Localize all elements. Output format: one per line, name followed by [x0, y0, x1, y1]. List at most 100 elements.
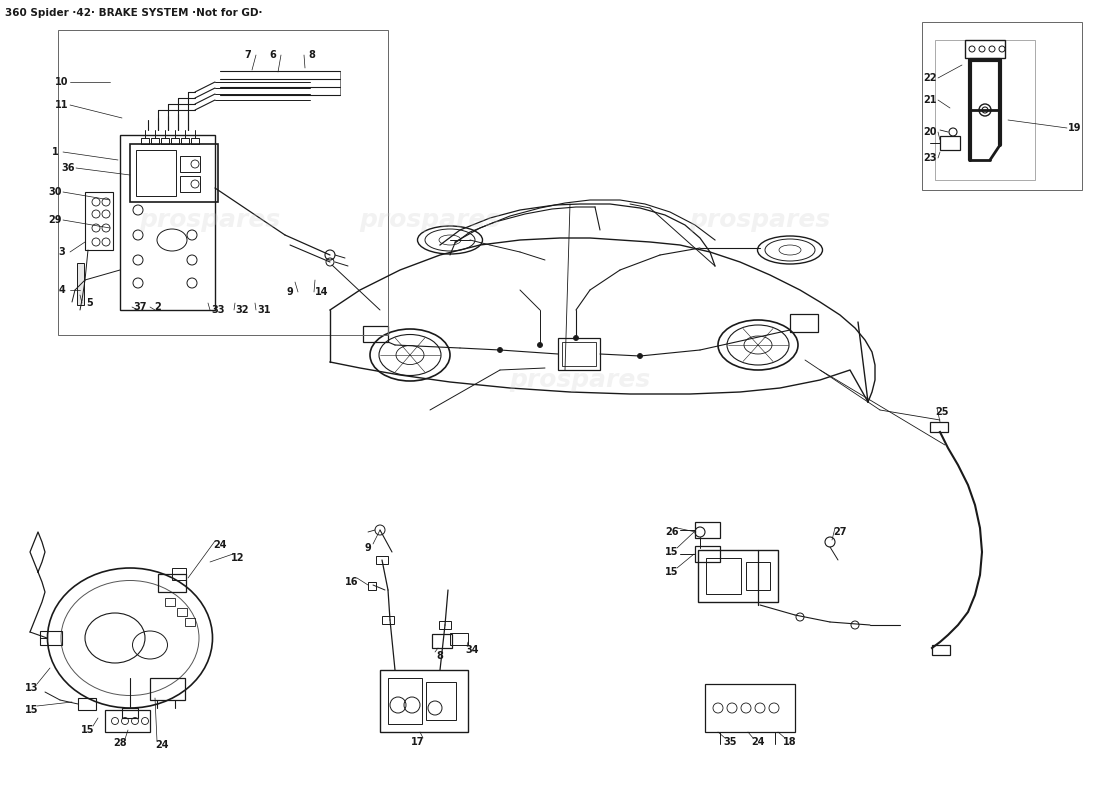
Text: 24: 24 — [155, 740, 168, 750]
Bar — [85, 192, 113, 250]
Bar — [77, 263, 84, 305]
Text: 22: 22 — [923, 73, 937, 83]
Text: 16: 16 — [345, 577, 359, 587]
Bar — [698, 550, 778, 602]
Text: 20: 20 — [923, 127, 937, 137]
Text: 3: 3 — [58, 247, 65, 257]
Text: 29: 29 — [48, 215, 62, 225]
Bar — [150, 678, 185, 700]
Bar — [705, 684, 795, 732]
Bar — [136, 150, 176, 196]
Bar — [432, 634, 452, 648]
Text: 4: 4 — [58, 285, 65, 295]
Text: 37: 37 — [133, 302, 146, 312]
Text: 19: 19 — [1068, 123, 1081, 133]
Text: 8: 8 — [437, 651, 443, 661]
Bar — [180, 176, 200, 192]
Bar — [172, 568, 186, 580]
Text: 14: 14 — [316, 287, 329, 297]
Text: 24: 24 — [751, 737, 764, 747]
Bar — [151, 138, 160, 144]
Text: 35: 35 — [724, 737, 737, 747]
Bar — [368, 582, 376, 590]
Text: 10: 10 — [55, 77, 68, 87]
Text: 9: 9 — [364, 543, 372, 553]
Text: 2: 2 — [155, 302, 162, 312]
Bar — [130, 144, 218, 202]
Bar — [695, 546, 721, 562]
Bar — [379, 670, 467, 732]
Bar — [450, 633, 468, 645]
Bar — [158, 574, 186, 592]
Circle shape — [638, 354, 642, 358]
Text: 26: 26 — [666, 527, 679, 537]
Bar — [78, 698, 96, 710]
Bar — [170, 138, 179, 144]
Bar — [104, 710, 150, 732]
Text: 32: 32 — [235, 305, 249, 315]
Text: 25: 25 — [935, 407, 948, 417]
Text: 15: 15 — [666, 567, 679, 577]
Bar — [935, 40, 1035, 180]
Text: 7: 7 — [244, 50, 252, 60]
Text: 11: 11 — [55, 100, 68, 110]
Text: 5: 5 — [87, 298, 94, 308]
Bar — [965, 40, 1005, 58]
Bar — [932, 645, 950, 655]
Text: 30: 30 — [48, 187, 62, 197]
Bar — [40, 631, 62, 645]
Text: 17: 17 — [411, 737, 425, 747]
Text: 360 Spider ·42· BRAKE SYSTEM ·Not for GD·: 360 Spider ·42· BRAKE SYSTEM ·Not for GD… — [6, 8, 263, 18]
Text: prospares: prospares — [690, 208, 830, 232]
Text: 18: 18 — [783, 737, 796, 747]
Text: 27: 27 — [834, 527, 847, 537]
Bar — [177, 608, 187, 616]
Text: 24: 24 — [213, 540, 227, 550]
Circle shape — [573, 335, 579, 341]
Bar — [182, 138, 189, 144]
Bar — [382, 616, 394, 624]
Text: prospares: prospares — [360, 208, 500, 232]
Bar — [376, 556, 388, 564]
Text: 12: 12 — [231, 553, 244, 563]
Bar — [558, 338, 600, 370]
Text: 36: 36 — [62, 163, 75, 173]
Bar — [930, 422, 948, 432]
Text: 34: 34 — [465, 645, 478, 655]
Bar — [161, 138, 169, 144]
Bar — [922, 22, 1082, 190]
Text: 15: 15 — [25, 705, 39, 715]
Bar — [426, 682, 456, 720]
Bar — [562, 342, 596, 366]
Text: 15: 15 — [666, 547, 679, 557]
Bar — [790, 314, 818, 332]
Text: 21: 21 — [923, 95, 937, 105]
Text: 28: 28 — [113, 738, 127, 748]
Text: 1: 1 — [52, 147, 58, 157]
Bar — [141, 138, 149, 144]
Bar — [180, 156, 200, 172]
Text: 33: 33 — [211, 305, 224, 315]
Text: 6: 6 — [270, 50, 276, 60]
Bar — [363, 326, 388, 342]
Text: 15: 15 — [81, 725, 95, 735]
Bar — [746, 562, 770, 590]
Text: 31: 31 — [257, 305, 271, 315]
Bar — [706, 558, 741, 594]
Bar — [120, 135, 214, 310]
Bar — [695, 522, 721, 538]
Bar — [940, 136, 960, 150]
Text: 13: 13 — [25, 683, 39, 693]
Bar — [191, 138, 199, 144]
Text: prospares: prospares — [509, 368, 650, 392]
Text: 8: 8 — [309, 50, 316, 60]
Bar — [165, 598, 175, 606]
Bar — [122, 708, 138, 718]
Bar — [388, 678, 422, 724]
Text: 23: 23 — [923, 153, 937, 163]
Circle shape — [497, 347, 503, 353]
Bar — [58, 30, 388, 335]
Text: 9: 9 — [287, 287, 294, 297]
Bar — [185, 618, 195, 626]
Circle shape — [538, 342, 542, 347]
